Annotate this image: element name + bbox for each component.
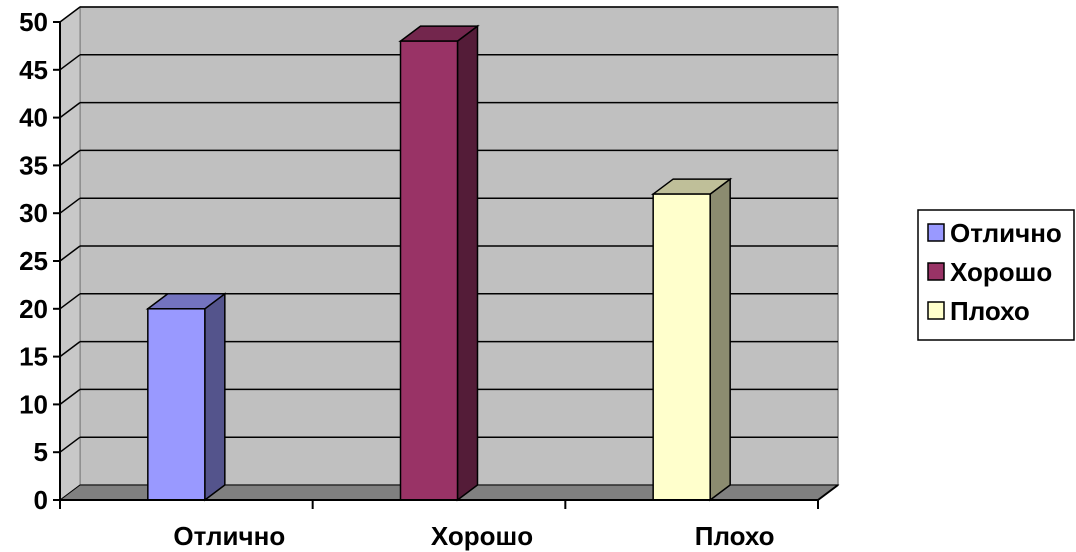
x-axis-category-labels: Отлично Хорошо Плохо: [59, 500, 819, 551]
legend: Отлично Хорошо Плохо: [917, 209, 1075, 341]
bar-side: [204, 292, 226, 502]
legend-swatch: [927, 301, 945, 320]
legend-entry: Отлично: [927, 218, 1062, 248]
y-tick-label: 10: [19, 389, 48, 419]
gridline-side: [59, 293, 81, 310]
y-tick-label: 20: [19, 294, 48, 324]
y-tick-label: 15: [19, 342, 48, 372]
x-axis-depth-line: [817, 484, 839, 501]
bar-side: [456, 24, 479, 502]
y-tick-label: 30: [19, 198, 48, 228]
gridline-side: [59, 436, 81, 453]
y-tick-label: 5: [34, 437, 48, 467]
bar-3: [650, 177, 733, 502]
gridline-side: [59, 54, 81, 71]
bar-2: [398, 24, 480, 502]
y-tick-label: 0: [34, 485, 48, 515]
bar-front: [399, 40, 459, 501]
gridline-side: [59, 245, 81, 262]
y-tick-label: 45: [19, 55, 48, 85]
legend-entry: Плохо: [927, 296, 1030, 326]
y-tick-label: 50: [19, 7, 48, 37]
x-category-label: Отлично: [173, 521, 285, 551]
legend-swatch: [927, 223, 945, 242]
bar-front: [147, 308, 206, 501]
gridline-side: [59, 388, 81, 405]
bar-1: [145, 292, 228, 502]
y-tick-label: 40: [19, 103, 48, 133]
gridline-side: [59, 341, 81, 358]
bar-front: [652, 193, 711, 501]
legend-swatch: [927, 262, 945, 281]
y-tick-label: 25: [19, 246, 48, 276]
x-category-label: Хорошо: [431, 521, 533, 551]
gridline-side: [59, 6, 81, 23]
x-category-label: Плохо: [695, 521, 775, 551]
y-tick-label: 35: [19, 150, 48, 180]
bars: [145, 24, 733, 502]
legend-label: Плохо: [950, 296, 1030, 326]
bar-side: [709, 177, 731, 502]
y-axis-tick-labels: 0 5 10 15 20 25 30 35 40 45 50: [19, 7, 60, 515]
gridline-side: [59, 101, 81, 119]
gridline-side: [59, 197, 81, 214]
gridline-side: [59, 149, 81, 166]
legend-entry: Хорошо: [927, 257, 1052, 287]
legend-label: Хорошо: [950, 257, 1052, 287]
legend-label: Отлично: [950, 218, 1062, 248]
